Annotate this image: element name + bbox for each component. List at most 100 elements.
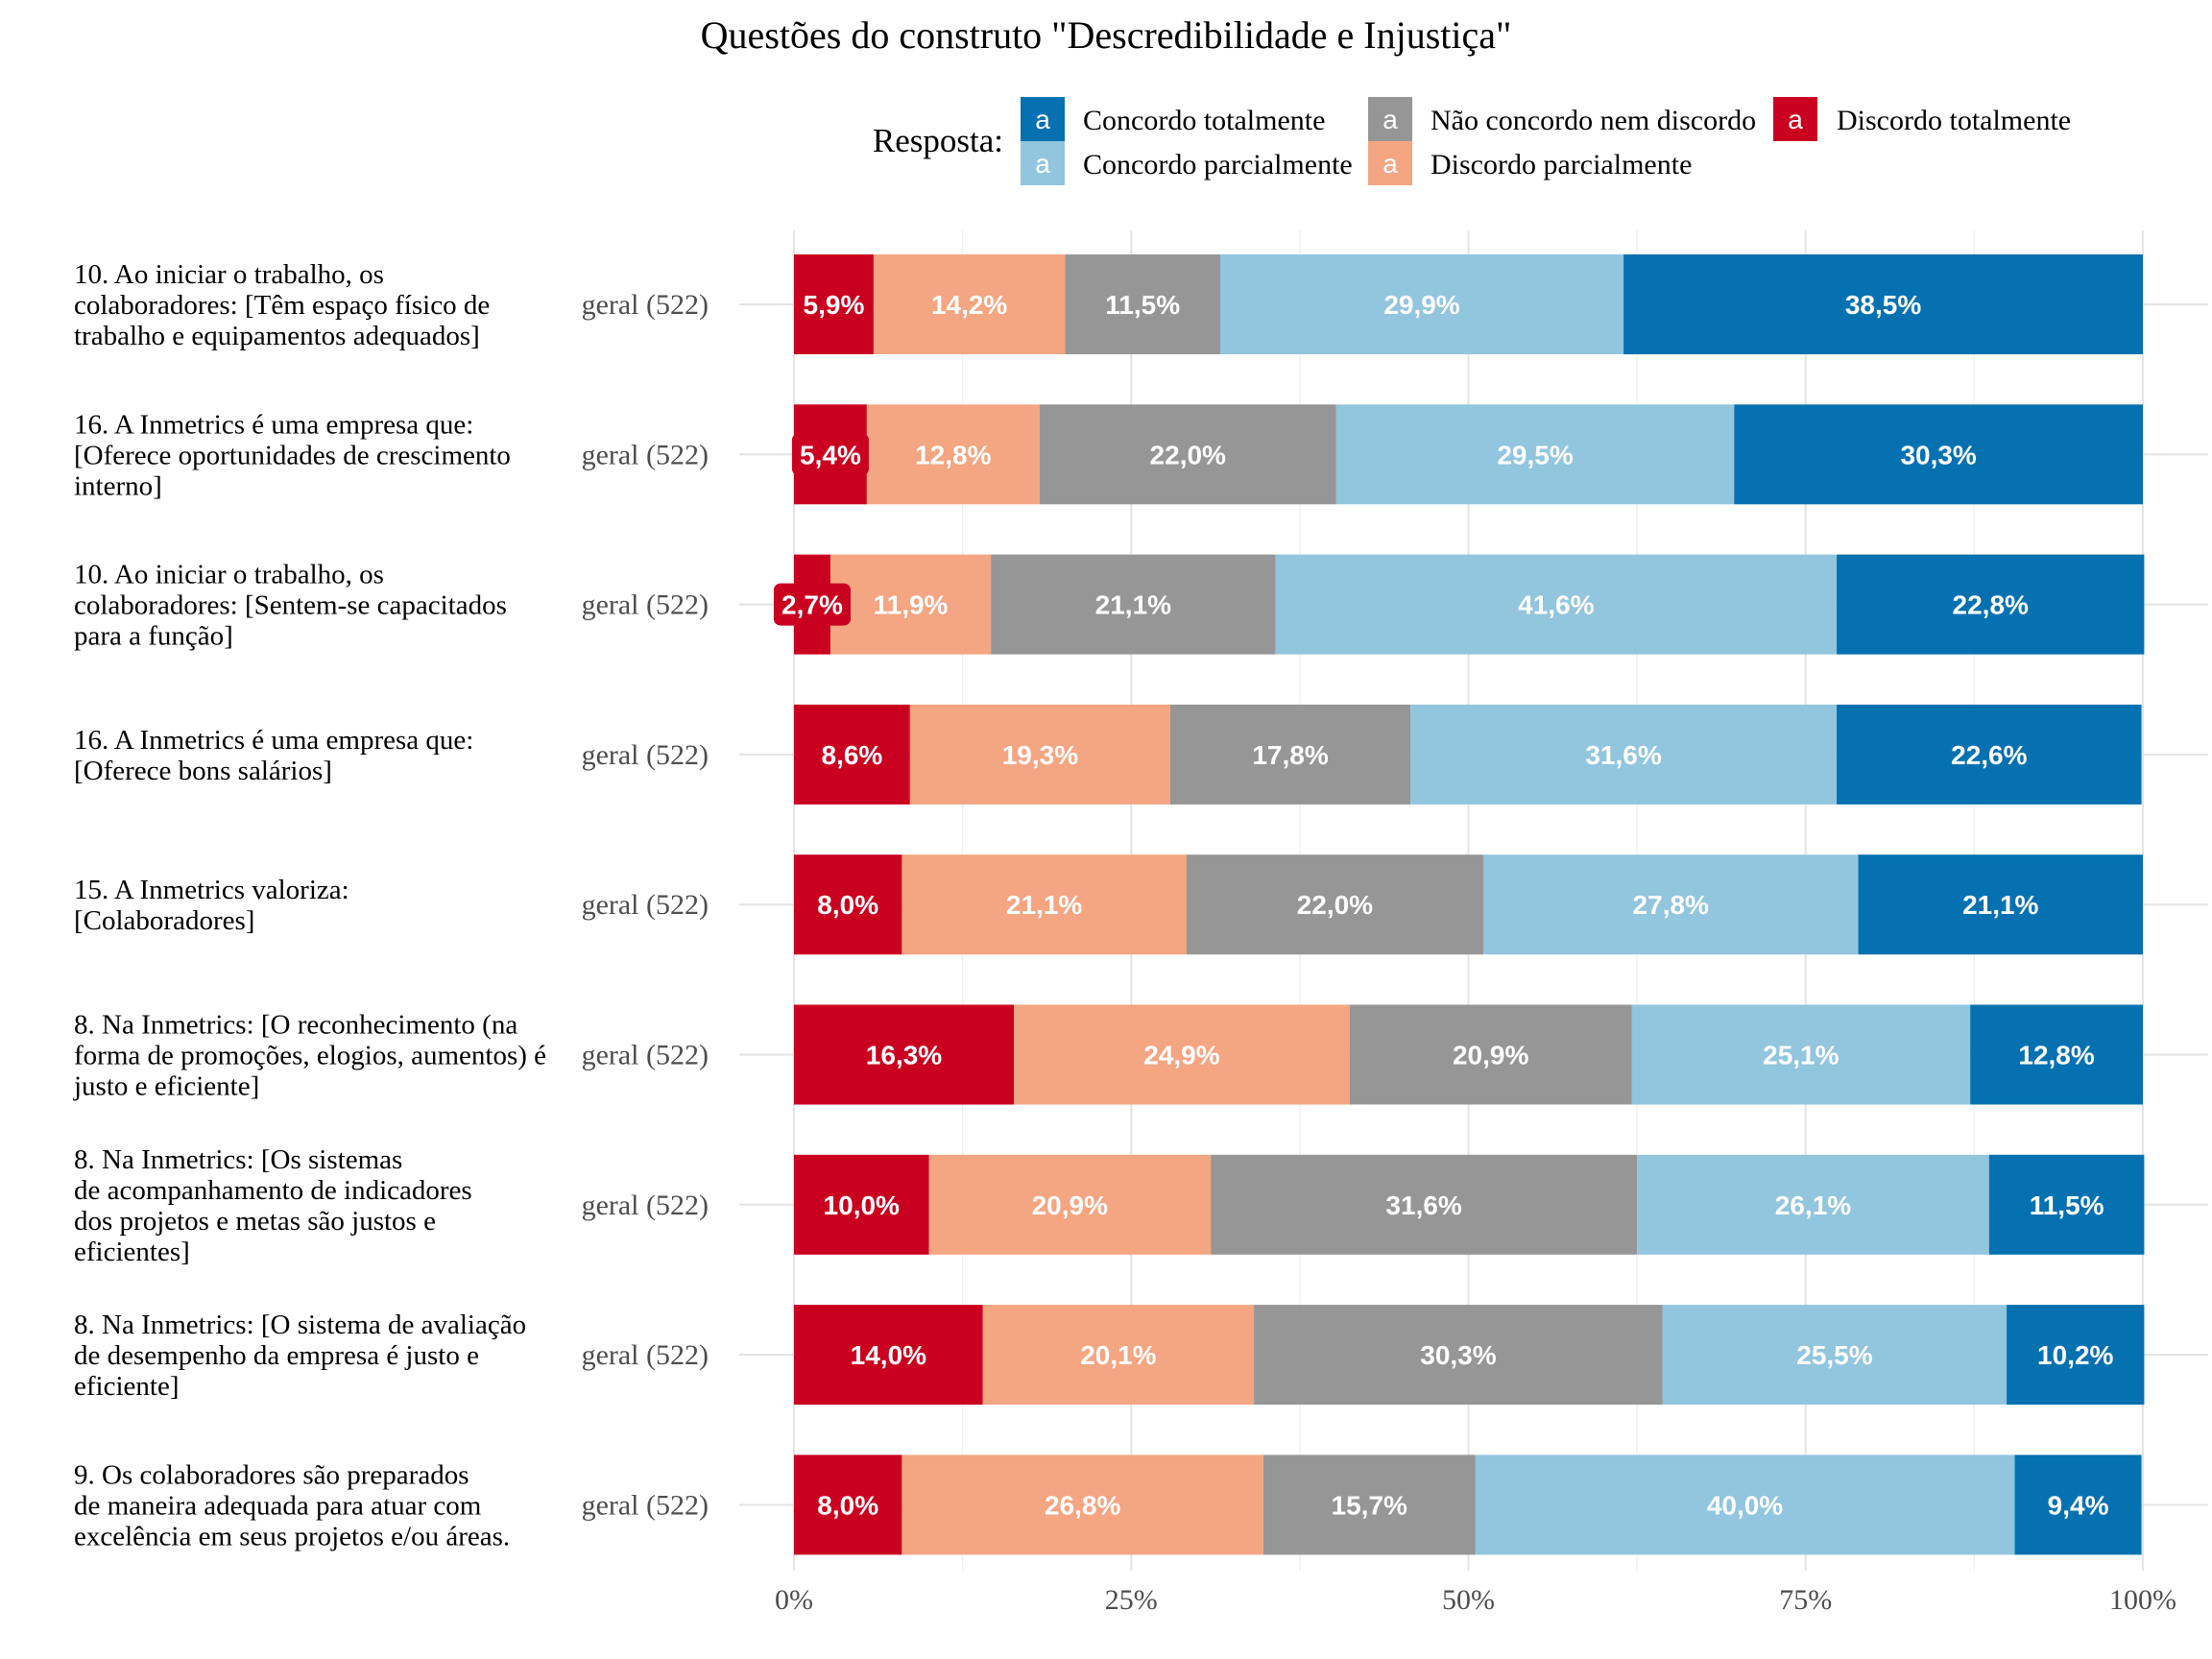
data-label: 29,5% <box>1497 440 1573 469</box>
data-label: 22,0% <box>1150 440 1226 469</box>
x-tick-label: 100% <box>2109 1584 2176 1616</box>
x-tick-label: 50% <box>1442 1584 1495 1616</box>
bar-segment <box>928 1154 1212 1255</box>
data-label: 26,1% <box>1775 1190 1851 1220</box>
legend-key-glyph: a <box>1382 105 1398 134</box>
question-label-line: 16. A Inmetrics é uma empresa que: <box>74 409 473 440</box>
data-label: 9,4% <box>2048 1490 2109 1520</box>
bar-segment <box>794 1305 983 1406</box>
data-label: 20,9% <box>1032 1190 1108 1220</box>
question-label-line: colaboradores: [Têm espaço físico de <box>74 290 490 321</box>
data-label-box <box>773 583 851 626</box>
question-label: 8. Na Inmetrics: [Os sistemas de acompanh… <box>74 1144 472 1267</box>
bar-segment <box>1475 1455 2015 1555</box>
bar-segment <box>1623 254 2143 354</box>
chart-title: Questões do construto "Descredibilidade … <box>701 13 1512 57</box>
data-label: 21,1% <box>1095 590 1171 620</box>
bar-segment <box>1662 1305 2008 1406</box>
bar-segment <box>902 1455 1263 1555</box>
question-label-line: 10. Ao iniciar o trabalho, os <box>74 560 384 590</box>
question-label: 16. A Inmetrics é uma empresa que: [Ofere… <box>74 409 511 501</box>
question-label-line: de desempenho da empresa é justo e <box>74 1340 479 1371</box>
legend-key <box>1368 97 1412 141</box>
legend-item: a Discordo parcialmente <box>1368 141 1692 185</box>
question-label-line: de maneira adequada para atuar com <box>74 1490 482 1521</box>
question-label-line: para a função] <box>74 621 233 652</box>
data-label: 2,7% <box>781 590 843 620</box>
data-label: 19,3% <box>1002 740 1078 770</box>
group-label: geral (522) <box>582 1040 709 1071</box>
bar-row: 8,0% 21,1% 22,0% 27,8% 21,1% <box>794 854 2143 955</box>
bar-row: 5,9% 14,2% 11,5% 29,9% 38,5% <box>794 254 2143 354</box>
bar-segment <box>794 1154 929 1255</box>
data-label: 8,0% <box>817 890 878 920</box>
data-label: 22,0% <box>1297 890 1373 920</box>
group-label: geral (522) <box>582 889 709 921</box>
data-label: 8,6% <box>822 740 883 770</box>
question-label-line: [Oferece bons salários] <box>74 756 332 786</box>
bar-row: 16,3% 24,9% 20,9% 25,1% 12,8% <box>794 1004 2143 1105</box>
group-label: geral (522) <box>582 439 709 470</box>
bar-segment <box>794 1004 1015 1105</box>
bar-segment <box>2007 1305 2145 1406</box>
bar-segment <box>1335 404 1735 505</box>
data-label: 22,6% <box>1951 740 2027 770</box>
data-label: 21,1% <box>1006 890 1082 920</box>
bar-segment <box>873 254 1066 354</box>
y-axis-labels: geral (522) 10. Ao iniciar o trabalho, os… <box>73 259 709 1551</box>
data-label: 14,0% <box>851 1340 926 1370</box>
bar-segment <box>794 854 902 955</box>
question-label: 10. Ao iniciar o trabalho, os colaborador… <box>74 259 490 351</box>
data-label: 31,6% <box>1585 740 1661 770</box>
bar-row: 10,0% 20,9% 31,6% 26,1% 11,5% <box>794 1154 2145 1255</box>
data-label: 12,8% <box>915 440 991 469</box>
bar-segment <box>1169 704 1411 805</box>
data-label: 10,2% <box>2037 1340 2113 1370</box>
group-label: geral (522) <box>582 1489 709 1521</box>
question-label-line: forma de promoções, elogios, aumentos) é <box>74 1041 546 1071</box>
data-label: 11,9% <box>874 590 949 620</box>
question-label-line: colaboradores: [Sentem-se capacitados <box>74 590 507 621</box>
bar-segment <box>794 704 910 805</box>
legend-item: a Concordo totalmente <box>1021 97 1325 141</box>
data-label: 40,0% <box>1707 1490 1783 1520</box>
question-label-line: [Oferece oportunidades de crescimento <box>74 440 511 470</box>
bar-segment <box>909 704 1170 805</box>
bar-segment <box>1039 404 1336 505</box>
data-label: 29,9% <box>1383 290 1459 320</box>
question-label: 9. Os colaboradores são preparados de man… <box>74 1459 510 1551</box>
question-label: 8. Na Inmetrics: [O reconhecimento (na fo… <box>73 1010 546 1102</box>
data-label: 12,8% <box>2018 1041 2094 1070</box>
bar-segment <box>1637 1154 1989 1255</box>
bar-row: 5,4% 12,8% 22,0% 29,5% 30,3% <box>791 404 2143 505</box>
question-label-line: excelência em seus projetos e/ou áreas. <box>74 1521 510 1551</box>
group-label: geral (522) <box>582 589 709 621</box>
legend-item: a Discordo totalmente <box>1773 97 2071 141</box>
legend-key <box>1368 141 1412 185</box>
bar-segment <box>794 254 874 354</box>
data-label: 14,2% <box>931 290 1007 320</box>
bar-row: 8,6% 19,3% 17,8% 31,6% 22,6% <box>794 704 2142 805</box>
question-label-line: 8. Na Inmetrics: [O reconhecimento (na <box>74 1010 517 1041</box>
question-label: 15. A Inmetrics valoriza: [Colaboradores] <box>74 875 349 936</box>
bar-segment <box>1734 404 2143 505</box>
legend-label: Discordo totalmente <box>1837 105 2071 136</box>
question-label-line: trabalho e equipamentos adequados] <box>74 321 480 351</box>
data-label: 21,1% <box>1962 890 2038 920</box>
bar-segment <box>1275 554 1838 655</box>
data-label: 27,8% <box>1633 890 1709 920</box>
bar-segment <box>1262 1455 1476 1555</box>
legend-key <box>1773 97 1817 141</box>
data-label: 20,9% <box>1453 1041 1528 1070</box>
bar-segment <box>1482 854 1859 955</box>
data-label: 22,8% <box>1953 590 2029 620</box>
data-label: 24,9% <box>1143 1041 1219 1070</box>
question-label-line: 9. Os colaboradores são preparados <box>74 1459 469 1490</box>
bar-segment <box>1631 1004 1971 1105</box>
bar-row: 14,0% 20,1% 30,3% 25,5% 10,2% <box>794 1305 2145 1406</box>
legend-key-glyph: a <box>1035 149 1050 179</box>
data-label: 25,5% <box>1796 1340 1872 1370</box>
group-label: geral (522) <box>582 1190 709 1221</box>
question-label-line: 16. A Inmetrics é uma empresa que: <box>74 725 473 756</box>
